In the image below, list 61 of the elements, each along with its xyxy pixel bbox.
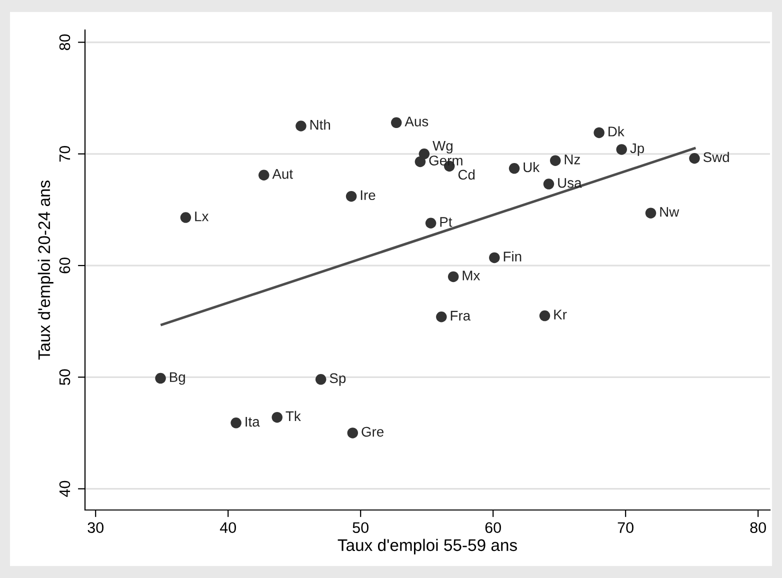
annotation: Dk xyxy=(608,126,624,136)
point xyxy=(425,218,436,228)
y-axis-title: Taux d'emploi 20-24 ans xyxy=(38,180,54,360)
annotation: Bg xyxy=(170,372,185,385)
point xyxy=(272,412,282,423)
annotation: Swd xyxy=(703,152,729,162)
point xyxy=(594,127,604,138)
point xyxy=(315,374,326,385)
annotation: Ita xyxy=(246,416,260,427)
point xyxy=(689,152,700,164)
annotation: Aus xyxy=(404,116,428,126)
annotation: Ire xyxy=(360,190,376,200)
annotation: Jp xyxy=(630,143,644,156)
annotation: Fin xyxy=(504,251,522,262)
point xyxy=(155,372,166,384)
annotation: Nw xyxy=(660,207,680,217)
x-axis-title: Taux d'emploi 55-59 ans xyxy=(338,538,517,554)
y-tick-label: 40 xyxy=(59,480,70,497)
x-tick-label: 40 xyxy=(220,522,236,534)
annotation: Kr xyxy=(554,310,567,320)
point xyxy=(645,208,656,218)
annotation: Lx xyxy=(195,212,209,222)
point xyxy=(550,155,561,166)
point xyxy=(346,190,357,202)
point xyxy=(258,170,270,180)
point xyxy=(296,120,306,132)
point xyxy=(390,117,402,128)
annotation: Tk xyxy=(286,410,301,421)
annotation: Nth xyxy=(310,120,330,130)
y-tick-label: 60 xyxy=(59,258,70,274)
point xyxy=(436,312,447,322)
point xyxy=(616,144,627,155)
point xyxy=(539,310,550,322)
annotation: Gre xyxy=(362,426,384,437)
point xyxy=(230,418,242,428)
annotation: Uk xyxy=(524,162,540,172)
y-tick-label: 70 xyxy=(59,146,70,162)
x-tick-label: 80 xyxy=(750,522,766,534)
annotation: Cd xyxy=(458,169,475,180)
annotation: Wg xyxy=(432,141,452,154)
point xyxy=(180,212,192,223)
point xyxy=(489,252,500,264)
point xyxy=(448,271,459,282)
point xyxy=(543,178,554,190)
annotation: Pt xyxy=(440,217,452,227)
annotation: Aut xyxy=(272,169,293,179)
x-tick-label: 60 xyxy=(485,522,501,534)
x-tick-label: 50 xyxy=(352,522,368,534)
point xyxy=(418,148,430,160)
x-tick-label: 30 xyxy=(88,522,104,534)
annotation: Mx xyxy=(462,270,480,280)
y-tick-label: 80 xyxy=(59,34,70,50)
annotation: Nz xyxy=(564,154,580,164)
point xyxy=(347,428,358,438)
x-tick-label: 70 xyxy=(618,522,634,534)
point xyxy=(508,163,520,174)
annotation: Fra xyxy=(450,310,471,321)
annotation: Sp xyxy=(330,373,346,386)
y-tick-label: 50 xyxy=(59,369,70,386)
annotation: Usa xyxy=(558,178,582,188)
point xyxy=(414,156,426,168)
